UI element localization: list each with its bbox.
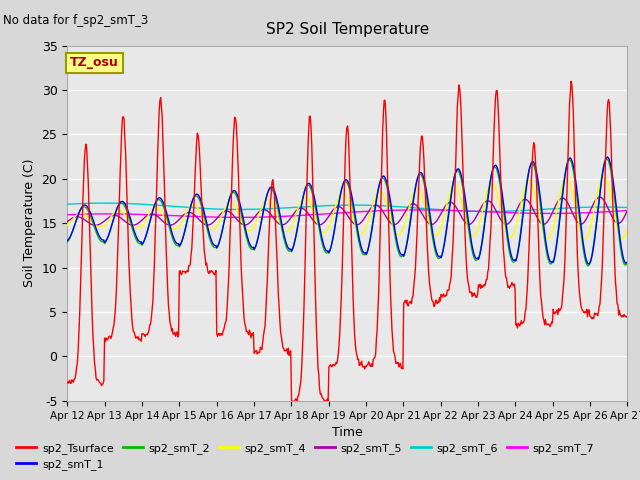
Text: No data for f_sp2_smT_3: No data for f_sp2_smT_3 bbox=[3, 14, 148, 27]
Title: SP2 Soil Temperature: SP2 Soil Temperature bbox=[266, 23, 429, 37]
Text: TZ_osu: TZ_osu bbox=[70, 56, 119, 69]
X-axis label: Time: Time bbox=[332, 426, 363, 439]
Legend: sp2_Tsurface, sp2_smT_1, sp2_smT_2, sp2_smT_4, sp2_smT_5, sp2_smT_6, sp2_smT_7: sp2_Tsurface, sp2_smT_1, sp2_smT_2, sp2_… bbox=[12, 438, 598, 474]
Y-axis label: Soil Temperature (C): Soil Temperature (C) bbox=[23, 159, 36, 288]
